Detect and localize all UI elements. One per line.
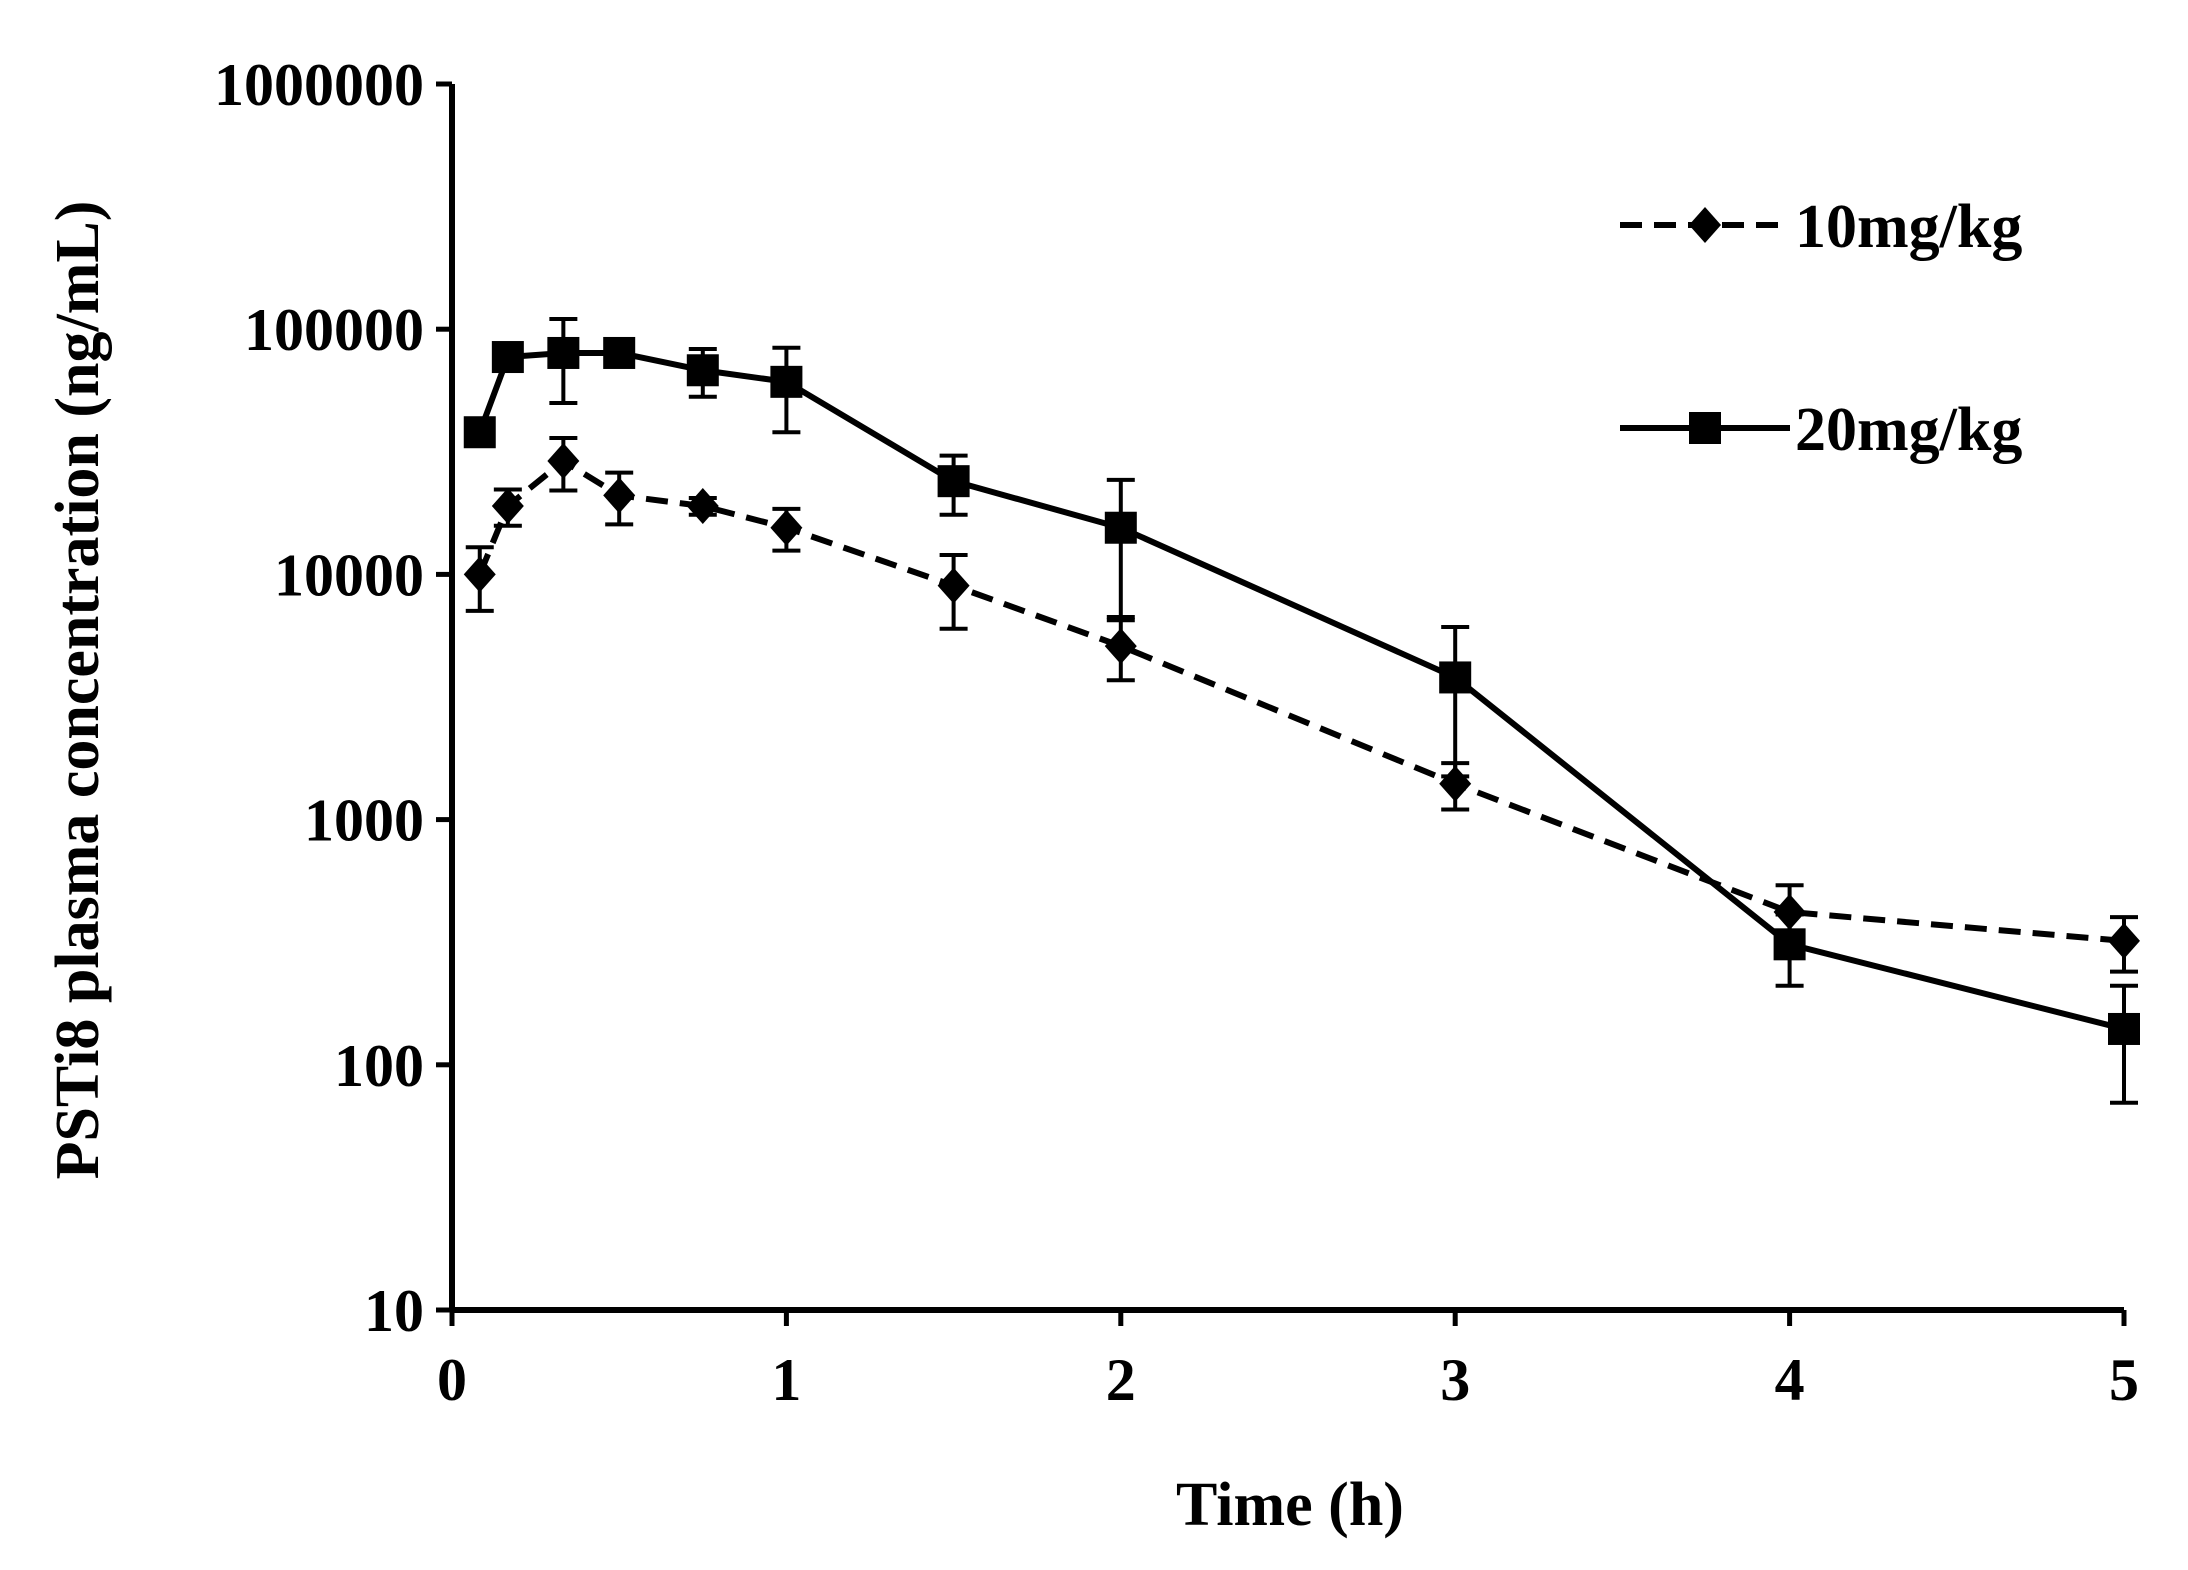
data-point: [463, 556, 496, 593]
series-20mg-kg: [463, 317, 2140, 1105]
series-layer: [463, 317, 2140, 1105]
x-axis-title: Time (h): [1176, 1471, 1404, 1539]
legend: 10mg/kg 20mg/kg: [1620, 193, 2022, 464]
data-point: [1773, 928, 1806, 961]
data-point: [937, 465, 970, 498]
data-point: [770, 365, 803, 398]
series-line: [476, 458, 2125, 944]
y-tick-label: 10000: [274, 542, 424, 608]
data-point: [2108, 922, 2140, 959]
x-tick-label: 4: [1775, 1347, 1805, 1413]
y-axis-title: PSTi8 plasma concentration (ng/mL): [44, 201, 112, 1180]
x-tick-label: 5: [2109, 1347, 2139, 1413]
y-tick-label: 100: [334, 1033, 424, 1099]
legend-label: 10mg/kg: [1795, 193, 2022, 261]
data-point: [1104, 511, 1137, 544]
y-tick-label: 1000000: [214, 52, 424, 118]
data-point: [1104, 628, 1137, 665]
series-10mg-kg: [463, 435, 2140, 974]
legend-label: 20mg/kg: [1795, 396, 2022, 464]
x-tick-label: 1: [771, 1347, 801, 1413]
data-point: [770, 509, 803, 546]
x-tick-label: 2: [1106, 1347, 1136, 1413]
y-tick-label: 10: [364, 1278, 424, 1344]
data-point: [491, 488, 524, 525]
data-point: [603, 336, 636, 369]
data-point: [2108, 1012, 2140, 1045]
x-tick-label: 0: [437, 1347, 467, 1413]
data-point: [491, 341, 524, 374]
data-point: [937, 567, 970, 604]
x-tick-label: 3: [1440, 1347, 1470, 1413]
data-point: [603, 477, 636, 514]
data-point: [1439, 661, 1472, 694]
legend-marker: [1689, 412, 1721, 444]
data-point: [547, 443, 580, 480]
data-point: [1773, 893, 1806, 930]
y-tick-label: 1000: [304, 788, 424, 854]
data-point: [547, 336, 580, 369]
data-point: [686, 488, 719, 525]
y-tick-label: 100000: [244, 297, 424, 363]
data-point: [463, 416, 496, 449]
data-point: [686, 354, 719, 387]
axes: 10 100 1000 10000 100000 1000000 0 1 2 3 4 5: [214, 52, 2139, 1413]
legend-marker: [1689, 207, 1721, 243]
